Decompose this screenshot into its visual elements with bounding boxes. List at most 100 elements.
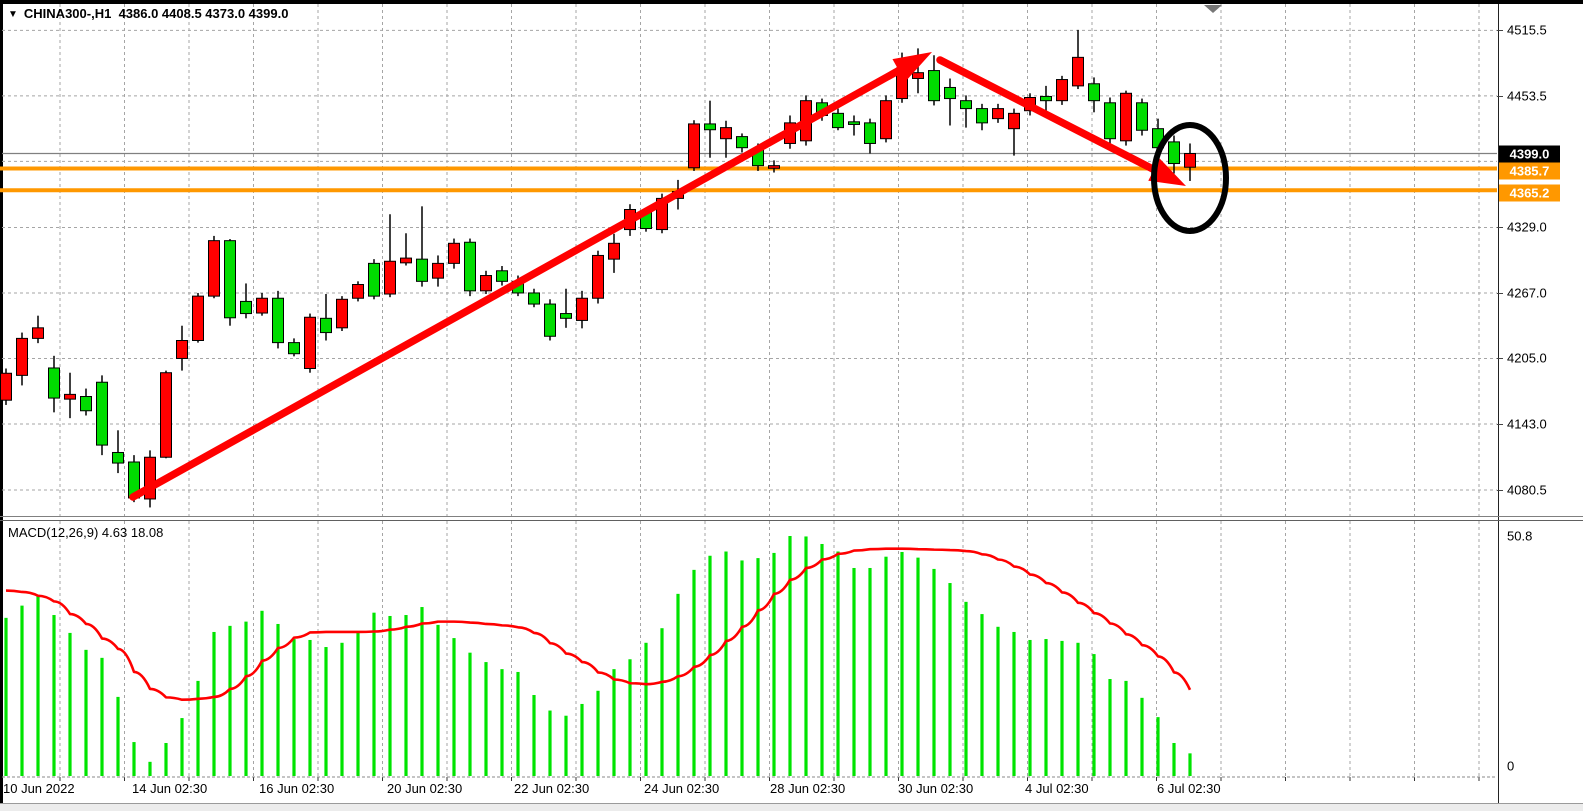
candle-body: [256, 297, 268, 314]
macd-histogram-bar: [1124, 680, 1128, 776]
macd-histogram-bar: [180, 718, 184, 776]
macd-histogram-bar: [372, 612, 376, 776]
candle-body: [1056, 79, 1068, 102]
candle-body: [400, 257, 412, 264]
macd-axis-label: 0: [1507, 758, 1515, 774]
candle-body: [736, 136, 748, 149]
candle-body: [352, 284, 364, 299]
macd-histogram-bar: [980, 614, 984, 776]
symbol-dropdown-icon[interactable]: ▼: [8, 9, 18, 20]
candle-body: [320, 317, 332, 334]
candle-body: [928, 70, 940, 102]
macd-histogram-bar: [580, 703, 584, 776]
macd-histogram-bar: [132, 742, 136, 776]
macd-histogram-bar: [1076, 642, 1080, 776]
candle-body: [960, 100, 972, 110]
macd-histogram-bar: [932, 568, 936, 776]
price-axis-label: 4205.0: [1507, 350, 1547, 366]
candle-body: [992, 108, 1004, 120]
macd-histogram-bar: [1188, 753, 1192, 776]
trend-arrow-shaft[interactable]: [936, 56, 1162, 176]
time-axis-label: 16 Jun 02:30: [259, 781, 335, 796]
macd-histogram-bar: [532, 695, 536, 776]
candle-body: [272, 297, 284, 344]
macd-histogram-bar: [644, 642, 648, 776]
macd-histogram-bar: [212, 631, 216, 776]
macd-histogram-bar: [116, 696, 120, 776]
candle-body: [448, 242, 460, 264]
axis-bottom-line: [0, 803, 1583, 804]
macd-histogram-bar: [1172, 743, 1176, 776]
macd-histogram-bar: [484, 662, 488, 776]
macd-histogram-bar: [196, 680, 200, 776]
candle-body: [560, 313, 572, 319]
candle-body: [688, 123, 700, 169]
candle-body: [96, 381, 108, 446]
time-axis-label: 10 Jun 2022: [3, 781, 75, 796]
macd-histogram-bar: [4, 617, 8, 776]
macd-histogram-bar: [788, 535, 792, 776]
macd-histogram-bar: [468, 652, 472, 776]
candle-body: [1168, 141, 1180, 165]
candle-body: [880, 100, 892, 140]
macd-histogram-bar: [1012, 631, 1016, 776]
macd-histogram-bar: [500, 669, 504, 776]
trend-arrow-head[interactable]: [892, 52, 932, 82]
price-axis-label: 4143.0: [1507, 416, 1547, 432]
candle-body: [160, 372, 172, 458]
candle-body: [912, 72, 924, 79]
candle-body: [576, 297, 588, 321]
macd-histogram-bar: [916, 557, 920, 776]
price-axis-label: 4329.0: [1507, 219, 1547, 235]
macd-histogram-bar: [964, 601, 968, 776]
macd-histogram-bar: [356, 632, 360, 776]
candle-body: [416, 258, 428, 282]
candle-body: [592, 254, 604, 299]
macd-histogram-bar: [772, 552, 776, 776]
macd-histogram-bar: [548, 710, 552, 776]
price-axis-separator: [1498, 4, 1499, 803]
trend-arrow-shaft[interactable]: [129, 64, 907, 501]
highlight-ellipse[interactable]: [1151, 122, 1229, 234]
candle-body: [1120, 92, 1132, 142]
candle-body: [704, 123, 716, 131]
candle-body: [464, 241, 476, 292]
macd-histogram-bar: [100, 657, 104, 776]
candle-body: [32, 327, 44, 339]
macd-histogram-bar: [996, 626, 1000, 776]
macd-histogram-bar: [852, 567, 856, 776]
candle-body: [224, 240, 236, 319]
macd-histogram-bar: [244, 621, 248, 776]
macd-histogram-bar: [148, 761, 152, 776]
macd-histogram-bar: [596, 690, 600, 776]
candle-body: [976, 108, 988, 124]
macd-axis-label: 50.8: [1507, 528, 1533, 544]
price-axis-tick: [1497, 95, 1503, 97]
price-axis-label: 4453.5: [1507, 88, 1547, 104]
macd-histogram-bar: [276, 623, 280, 776]
candle-body: [288, 342, 300, 355]
candle-body: [368, 262, 380, 297]
candle-body: [544, 303, 556, 337]
candle-body: [1008, 112, 1020, 130]
macd-histogram-bar: [436, 624, 440, 776]
macd-histogram-bar: [900, 551, 904, 776]
panel-divider[interactable]: [0, 516, 1583, 517]
macd-histogram-bar: [564, 715, 568, 776]
macd-histogram-bar: [836, 551, 840, 776]
macd-histogram-bar: [36, 594, 40, 776]
candle-body: [720, 127, 732, 140]
candle-body: [496, 270, 508, 282]
macd-histogram-bar: [68, 632, 72, 776]
macd-histogram-bar: [884, 556, 888, 776]
candle-body: [384, 260, 396, 295]
candle-body: [1040, 95, 1052, 102]
price-chip: 4399.0: [1499, 145, 1560, 162]
candle-body: [1088, 83, 1100, 102]
macd-indicator-label: MACD(12,26,9) 4.63 18.08: [8, 525, 164, 540]
chart-shift-icon[interactable]: [1204, 5, 1222, 13]
panel-divider-lower: [0, 520, 1583, 521]
macd-histogram-bar: [1156, 717, 1160, 776]
